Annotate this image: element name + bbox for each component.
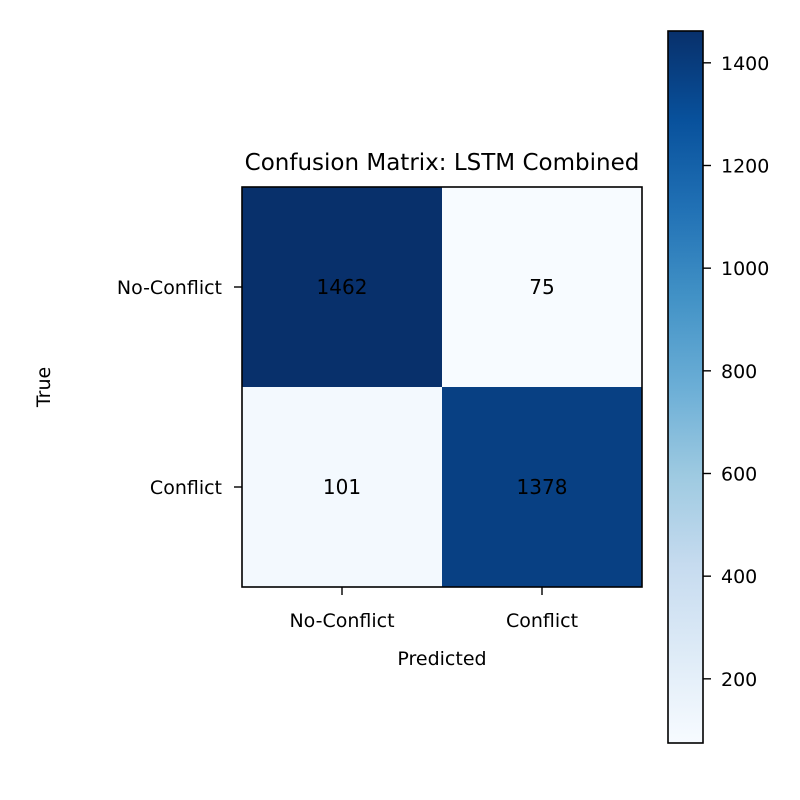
colorbar-tick-label: 1400 <box>721 53 769 75</box>
cell-value-label: 75 <box>529 275 554 299</box>
heatmap-cell <box>442 387 642 587</box>
heatmap-cells <box>242 187 642 587</box>
heatmap-cell <box>242 187 442 387</box>
x-axis-ticks: No-Conflict Conflict <box>289 587 578 632</box>
colorbar-tick-label: 200 <box>721 669 757 691</box>
plot-frame <box>241 186 643 588</box>
heatmap-cell-labels: 1462 75 101 1378 <box>317 275 568 499</box>
y-axis-label: True <box>33 367 55 408</box>
colorbar-tick-label: 400 <box>721 566 757 588</box>
x-tick-label: Conflict <box>506 610 578 632</box>
x-tick-label: No-Conflict <box>289 610 394 632</box>
cell-value-label: 1378 <box>517 475 568 499</box>
colorbar-tick-label: 800 <box>721 361 757 383</box>
cell-value-label: 1462 <box>317 275 368 299</box>
y-axis-ticks: No-Conflict Conflict <box>117 277 242 499</box>
colorbar-ticks: 200 400 600 800 1000 1200 1400 <box>703 53 769 691</box>
chart-title: Confusion Matrix: LSTM Combined <box>245 150 640 176</box>
colorbar <box>667 30 704 744</box>
x-axis-label: Predicted <box>397 648 486 670</box>
colorbar-tick-label: 1000 <box>721 258 769 280</box>
colorbar-tick-label: 1200 <box>721 155 769 177</box>
colorbar-tick-label: 600 <box>721 463 757 485</box>
y-tick-label: No-Conflict <box>117 277 222 299</box>
cell-value-label: 101 <box>323 475 361 499</box>
heatmap-cell <box>242 387 442 587</box>
y-tick-label: Conflict <box>150 477 222 499</box>
heatmap-cell <box>442 187 642 387</box>
